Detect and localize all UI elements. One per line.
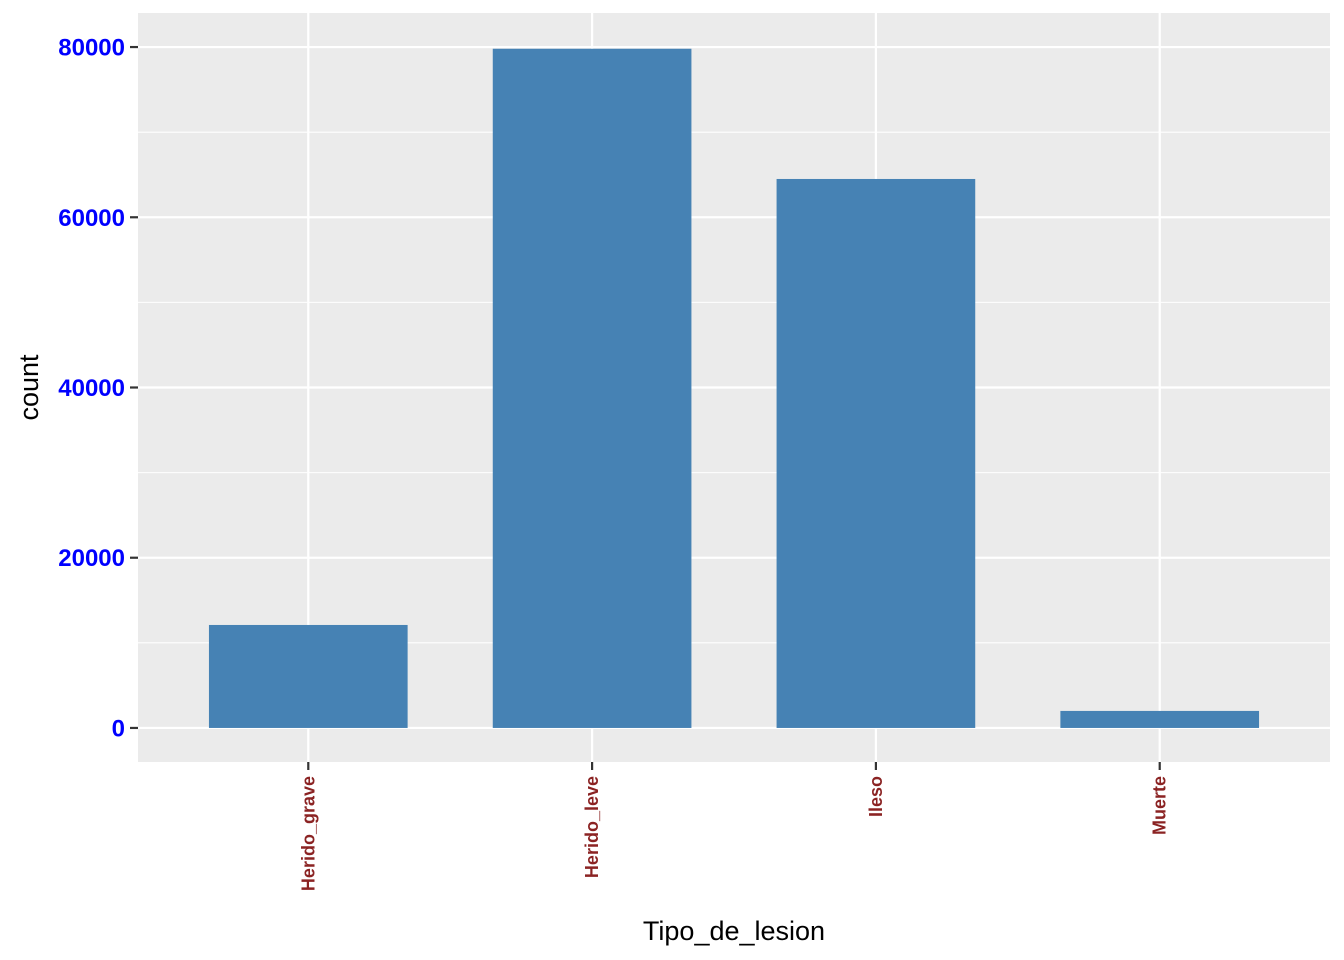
bar-herido-leve — [492, 48, 692, 728]
x-tick-label: Herido_leve — [582, 776, 602, 878]
x-tick-label: Herido_grave — [298, 776, 318, 891]
x-tick-label: Ileso — [866, 776, 886, 817]
y-tick-label: 40000 — [58, 375, 125, 402]
x-tick-labels: Herido_grave Herido_leve Ileso Muerte — [298, 776, 1169, 891]
x-axis-title: Tipo_de_lesion — [643, 916, 825, 946]
y-axis-title: count — [14, 354, 44, 421]
bar-ileso — [776, 178, 976, 728]
axis-ticks — [130, 45, 1161, 770]
y-tick-label: 0 — [112, 715, 125, 742]
bar-muerte — [1060, 710, 1260, 728]
y-tick-label: 20000 — [58, 545, 125, 572]
y-tick-label: 60000 — [58, 205, 125, 232]
x-tick-label: Muerte — [1150, 776, 1170, 835]
bars — [208, 48, 1260, 728]
y-tick-labels: 0 20000 40000 60000 80000 — [58, 35, 125, 743]
y-tick-label: 80000 — [58, 35, 125, 62]
bar-herido-grave — [208, 624, 408, 728]
